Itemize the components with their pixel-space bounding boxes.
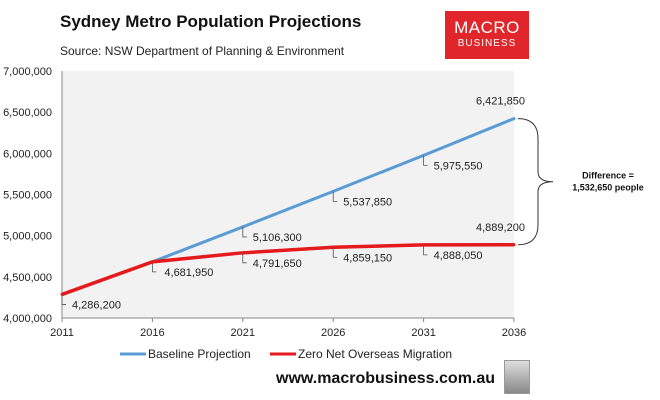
- leader-line: [152, 261, 157, 273]
- logo-line1: MACRO: [454, 18, 520, 37]
- difference-bracket: [517, 118, 554, 246]
- leader-line: [242, 226, 247, 238]
- leader-line: [332, 247, 338, 258]
- y-tick-label: 4,000,000: [3, 313, 52, 325]
- y-tick-label: 7,000,000: [3, 66, 52, 78]
- data-label: 4,859,150: [343, 252, 392, 264]
- data-point: [512, 243, 516, 247]
- y-tick-label: 5,000,000: [3, 231, 52, 243]
- website-url: www.macrobusiness.com.au: [276, 370, 496, 387]
- x-tick-label: 2011: [50, 327, 74, 339]
- data-point: [150, 260, 154, 264]
- leader-line: [61, 294, 66, 305]
- x-tick-label: 2026: [321, 327, 345, 339]
- y-tick-label: 5,500,000: [3, 190, 52, 202]
- data-point: [512, 117, 516, 121]
- data-label: 5,975,550: [434, 160, 483, 172]
- macrobusiness-logo: MACRO BUSINESS: [445, 11, 529, 59]
- data-label: 4,286,200: [72, 299, 121, 311]
- leader-line: [423, 244, 428, 256]
- data-label: 4,889,200: [476, 222, 525, 234]
- leader-line: [242, 252, 247, 264]
- wolf-logo-icon: [504, 360, 530, 394]
- legend-label: Baseline Projection: [148, 347, 251, 361]
- annotation-line1: Difference =: [582, 171, 634, 181]
- data-label: 4,681,950: [164, 267, 213, 279]
- legend-label: Zero Net Overseas Migration: [298, 347, 452, 361]
- data-label: 6,421,850: [476, 96, 525, 108]
- leader-line: [332, 191, 338, 202]
- x-tick-label: 2036: [502, 327, 526, 339]
- x-tick-label: 2031: [411, 327, 435, 339]
- data-label: 4,791,650: [253, 258, 302, 270]
- y-tick-label: 6,000,000: [3, 148, 52, 160]
- y-tick-label: 4,500,000: [3, 272, 52, 284]
- series-line-zero-nom: [61, 243, 515, 297]
- data-label: 5,537,850: [343, 196, 392, 208]
- data-label: 4,888,050: [434, 250, 483, 262]
- chart-subtitle: Source: NSW Department of Planning & Env…: [60, 44, 345, 58]
- plot-area: [62, 71, 514, 318]
- x-tick-label: 2021: [231, 327, 255, 339]
- chart-title: Sydney Metro Population Projections: [60, 12, 362, 31]
- y-tick-label: 6,500,000: [3, 107, 52, 119]
- leader-line: [423, 155, 428, 166]
- annotation-line2: 1,532,650 people: [572, 183, 644, 193]
- x-tick-label: 2016: [140, 327, 164, 339]
- data-label: 5,106,300: [253, 232, 302, 244]
- logo-line2: BUSINESS: [457, 38, 517, 49]
